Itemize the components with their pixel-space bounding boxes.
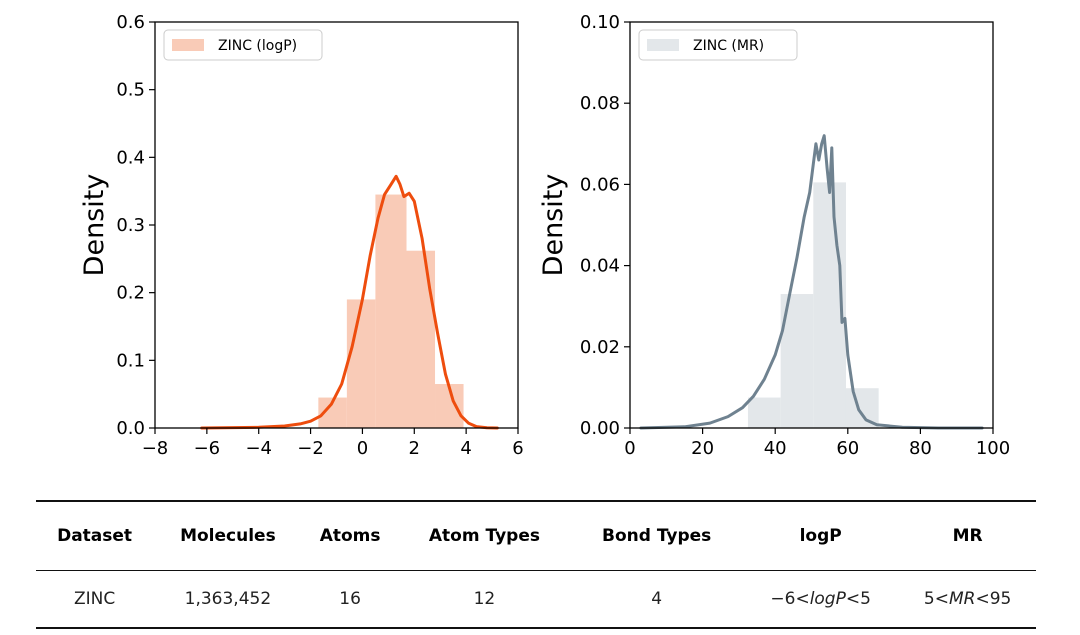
mr-xtick-label: 20: [691, 438, 714, 459]
cell-dataset: ZINC: [73, 589, 116, 609]
cell-atoms: 16: [339, 589, 361, 609]
logp-kde-line: [200, 174, 499, 430]
logp-xtick-label: 4: [460, 438, 471, 459]
mr-ytick-label: 0.00: [580, 418, 620, 439]
logp-legend-patch: [172, 39, 204, 51]
logp-hist-bar-3: [406, 250, 436, 428]
mr-xtick-label: 40: [764, 438, 787, 459]
header-molecules: Molecules: [180, 526, 276, 546]
mr-range-lo: 5: [923, 589, 935, 609]
table-row: ZINC 1,363,452 16 12 4 −6<logP<5 5<MR<95: [36, 571, 1036, 629]
logp-range-lt1: <: [795, 589, 810, 609]
mr-range-var: MR: [948, 589, 976, 609]
logp-ytick-label: 0.3: [116, 215, 145, 236]
header-bond-types: Bond Types: [602, 526, 712, 546]
header-mr: MR: [952, 526, 983, 546]
mr-range-lt1: <: [934, 589, 949, 609]
mr-ytick-label: 0.02: [580, 337, 620, 358]
mr-legend-patch: [647, 39, 679, 51]
header-atoms: Atoms: [319, 526, 381, 546]
dataset-table-container: Dataset Molecules Atoms Atom Types Bond …: [36, 500, 1036, 629]
logp-xtick-label: 2: [409, 438, 420, 459]
cell-mr-range: 5<MR<95: [899, 571, 1036, 629]
cell-atom-types: 12: [473, 589, 496, 609]
mr-range-hi: 95: [989, 589, 1012, 609]
logp-hist-bar-2: [375, 194, 407, 428]
logp-range-hi: 5: [860, 589, 871, 609]
logp-ylabel: Density: [79, 174, 110, 277]
mr-xtick-label: 0: [624, 438, 635, 459]
header-logp: logP: [799, 526, 842, 546]
logp-chart: −8 −6 −4 −2 0 2 4 6 0.0 0.1 0.2 0.3 0.4 0.5 0.6 Density…: [79, 12, 524, 459]
mr-range-lt2: <: [975, 589, 990, 609]
figure: −8 −6 −4 −2 0 2 4 6 0.0 0.1 0.2 0.3 0.4 0.5 0.6 Density…: [79, 12, 1010, 459]
mr-legend-box: [638, 29, 798, 61]
logp-xtick-label: −8: [142, 438, 169, 459]
mr-hist-bar-0: [747, 397, 781, 428]
logp-ytick-label: 0.6: [116, 12, 145, 33]
cell-bond-types: 4: [651, 589, 663, 609]
mr-ytick-label: 0.06: [580, 174, 620, 195]
header-dataset: Dataset: [57, 526, 133, 546]
logp-axes-frame: [154, 21, 519, 429]
logp-xtick-label: −2: [297, 438, 324, 459]
logp-xtick-label: 0: [357, 438, 368, 459]
mr-legend-label: ZINC (MR): [693, 38, 764, 54]
logp-legend-box: [163, 29, 323, 61]
logp-ytick-label: 0.0: [116, 418, 145, 439]
dataset-table: Dataset Molecules Atoms Atom Types Bond …: [36, 500, 1036, 629]
mr-xtick-label: 100: [976, 438, 1010, 459]
logp-hist-bar-1: [346, 299, 376, 428]
logp-range-var: logP: [809, 589, 846, 609]
logp-range-lo: −6: [770, 589, 796, 609]
mr-ytick-label: 0.04: [580, 256, 620, 277]
logp-xtick-label: −4: [245, 438, 272, 459]
header-atom-types: Atom Types: [428, 526, 540, 546]
mr-ytick-label: 0.08: [580, 93, 620, 114]
logp-xtick-label: 6: [512, 438, 523, 459]
cell-logp-range: −6<logP<5: [742, 571, 899, 629]
mr-axes-frame: [629, 21, 994, 429]
mr-kde-line: [639, 134, 984, 430]
logp-ytick-label: 0.5: [116, 80, 145, 101]
mr-ylabel: Density: [538, 174, 569, 277]
cell-molecules: 1,363,452: [184, 589, 272, 609]
mr-xtick-label: 60: [836, 438, 859, 459]
logp-legend-label: ZINC (logP): [218, 38, 297, 54]
logp-range-lt2: <: [845, 589, 861, 609]
logp-ytick-label: 0.4: [116, 147, 145, 168]
mr-xtick-label: 80: [909, 438, 932, 459]
logp-ytick-label: 0.2: [116, 283, 145, 304]
mr-ytick-label: 0.10: [580, 12, 620, 33]
mr-chart: 0 20 40 60 80 100 0.00 0.02 0.04 0.06 0.08 0.10 Dens…: [538, 12, 1010, 459]
table-header-row: Dataset Molecules Atoms Atom Types Bond …: [36, 501, 1036, 571]
logp-ytick-label: 0.1: [116, 350, 145, 371]
logp-xtick-label: −6: [194, 438, 221, 459]
mr-hist-bar-3: [845, 388, 879, 428]
